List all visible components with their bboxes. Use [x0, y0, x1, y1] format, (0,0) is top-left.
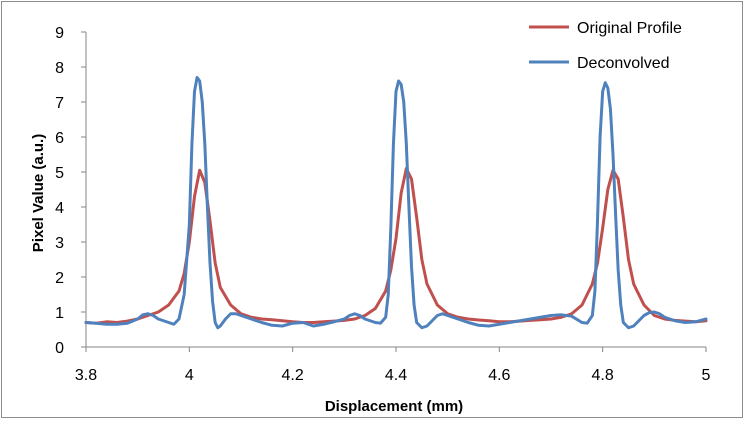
x-tick-label: 3.8 — [75, 367, 97, 384]
x-tick-label: 4.8 — [592, 367, 614, 384]
axes — [85, 32, 706, 348]
series-layer — [84, 76, 708, 330]
x-tick-label: 5 — [702, 367, 711, 384]
y-tick-label: 3 — [55, 235, 64, 252]
x-tick-label: 4 — [185, 367, 194, 384]
y-tick-label: 2 — [55, 270, 64, 287]
x-tick-label: 4.6 — [488, 367, 510, 384]
x-tick-label: 4.4 — [385, 367, 407, 384]
y-tick-label: 4 — [55, 200, 64, 217]
y-tick-label: 8 — [55, 60, 64, 77]
series-line-original-profile — [84, 167, 708, 325]
y-tick-label: 1 — [55, 305, 64, 322]
x-axis-title: Displacement (mm) — [325, 398, 463, 415]
y-tick-label: 9 — [55, 25, 64, 42]
y-axis-title: Pixel Value (a.u.) — [30, 134, 47, 252]
y-tick-label: 7 — [55, 95, 64, 112]
legend-label-original-profile: Original Profile — [577, 20, 682, 37]
series-line-deconvolved — [84, 76, 708, 330]
y-tick-label: 5 — [55, 165, 64, 182]
x-tick-label: 4.2 — [282, 367, 304, 384]
legend-label-deconvolved: Deconvolved — [577, 55, 670, 72]
y-tick-label: 0 — [55, 340, 64, 357]
legend: Original Profile Deconvolved — [529, 20, 682, 72]
y-tick-label: 6 — [55, 130, 64, 147]
ticks-layer: 0 1 2 3 4 5 6 7 8 9 3.8 4 4.2 4.4 4.6 4.8 5 — [55, 25, 710, 384]
